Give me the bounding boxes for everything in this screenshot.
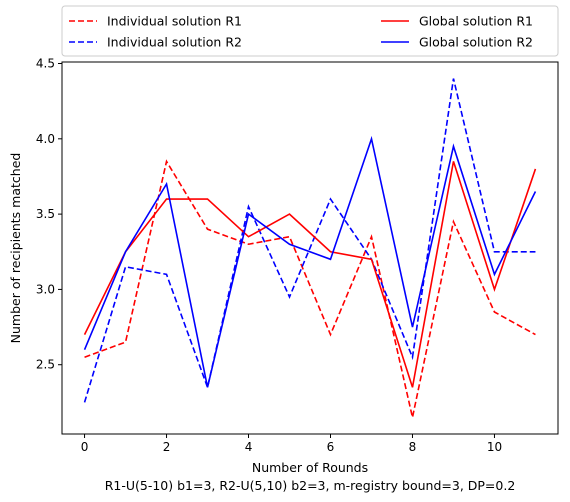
legend-label: Individual solution R1 [107, 14, 242, 29]
series-line-3 [83, 161, 537, 388]
x-tick-label: 2 [163, 440, 171, 454]
plot-frame [61, 61, 559, 435]
y-tick-label: 3.0 [36, 282, 55, 296]
legend-label: Individual solution R2 [107, 35, 242, 50]
series-line-1 [84, 159, 536, 418]
x-axis: 0 2 4 6 8 10 [81, 434, 502, 454]
series-line-4 [83, 135, 537, 388]
x-tick-label: 8 [409, 440, 417, 454]
y-tick-label: 2.5 [36, 358, 55, 372]
legend-box [61, 5, 559, 57]
x-axis-label: Number of Rounds [252, 460, 368, 475]
legend: Individual solution R1 Individual solutio… [61, 5, 559, 57]
plot-lines [83, 78, 537, 418]
y-axis-label: Number of recipients matched [8, 153, 23, 344]
y-tick-label: 4.5 [36, 57, 55, 71]
x-tick-label: 0 [81, 440, 89, 454]
y-tick-label: 4.0 [36, 132, 55, 146]
x-tick-label: 4 [245, 440, 253, 454]
y-axis: 2.5 3.0 3.5 4.0 4.5 [36, 57, 62, 372]
x-tick-label: 10 [487, 440, 502, 454]
series-line-2 [83, 78, 536, 403]
legend-label: Global solution R2 [419, 35, 533, 50]
x-tick-label: 6 [327, 440, 335, 454]
legend-label: Global solution R1 [419, 14, 533, 29]
y-tick-label: 3.5 [36, 207, 55, 221]
x-axis-caption: R1-U(5-10) b1=3, R2-U(5,10) b2=3, m-regi… [105, 478, 516, 493]
